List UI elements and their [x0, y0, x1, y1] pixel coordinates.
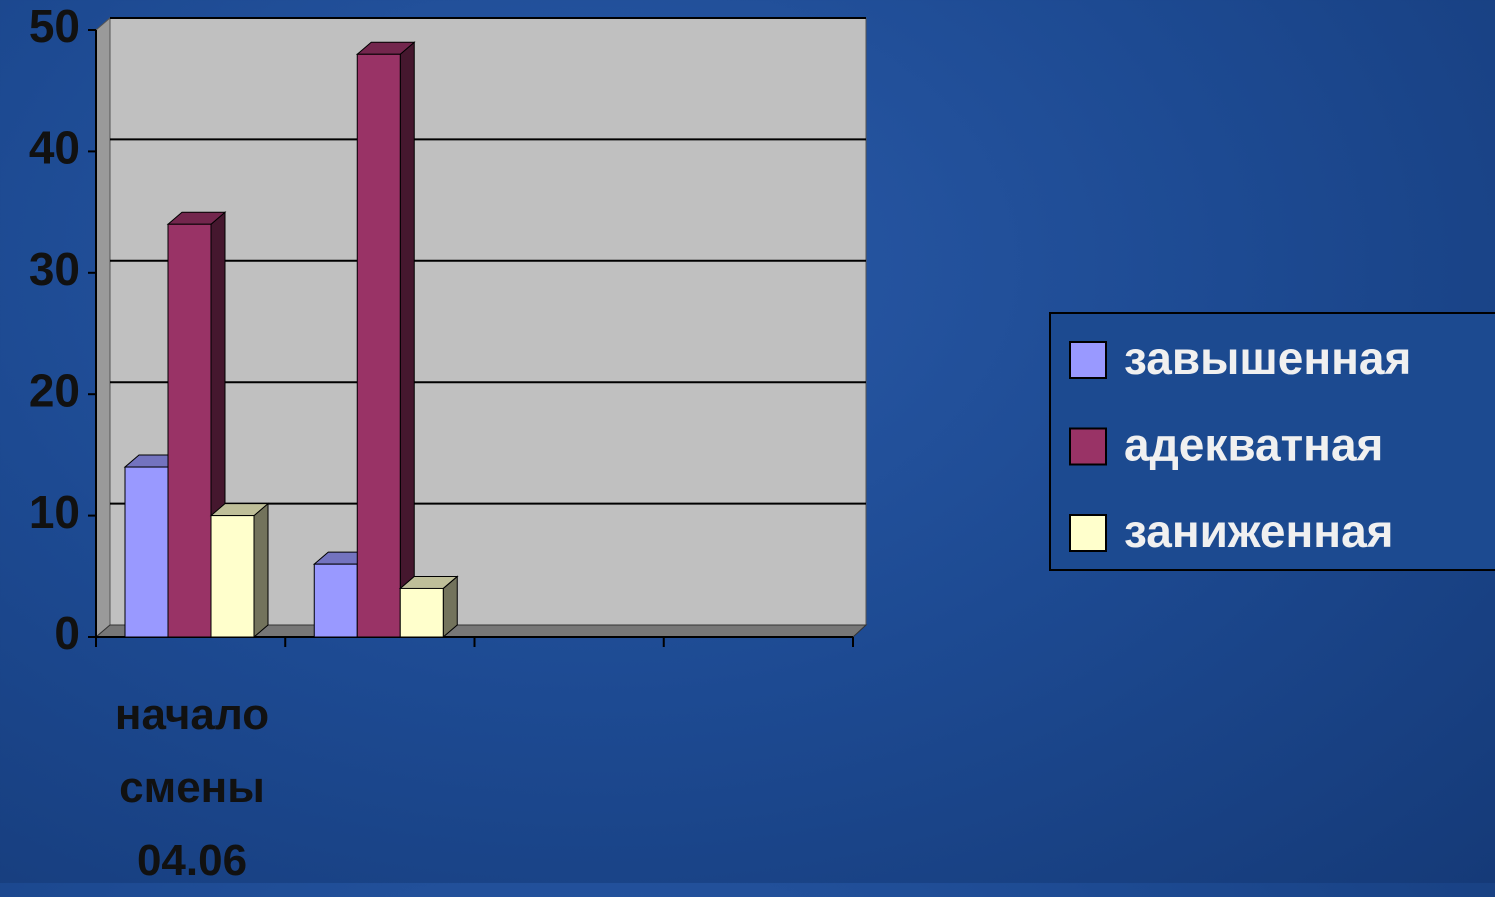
- y-tick-label: 30: [29, 243, 80, 295]
- legend-label: заниженная: [1124, 505, 1394, 557]
- bar: [398, 575, 459, 639]
- bar-front: [210, 515, 255, 638]
- bar-front: [167, 223, 212, 638]
- legend-swatch: [1069, 341, 1107, 379]
- legend-box: [1049, 312, 1495, 571]
- y-tick-label: 20: [29, 364, 80, 416]
- bar-front: [124, 466, 169, 638]
- y-tick-label: 0: [54, 607, 80, 659]
- legend-label: адекватная: [1124, 419, 1383, 471]
- x-tick-label: начало смены 04.06: [114, 690, 270, 885]
- bar-side: [399, 41, 415, 639]
- y-tick-label: 50: [29, 0, 80, 52]
- bar: [355, 41, 416, 639]
- bar: [209, 502, 270, 639]
- y-tick-label: 40: [29, 122, 80, 174]
- side-wall: [95, 16, 111, 639]
- bar-front: [356, 53, 401, 638]
- bar-front: [313, 563, 358, 638]
- bar-side: [253, 502, 269, 639]
- legend-swatch: [1069, 514, 1107, 552]
- y-tick-label: 10: [29, 486, 80, 538]
- bar-front: [399, 587, 444, 638]
- legend-label: завышенная: [1124, 332, 1411, 384]
- legend-swatch: [1069, 427, 1107, 466]
